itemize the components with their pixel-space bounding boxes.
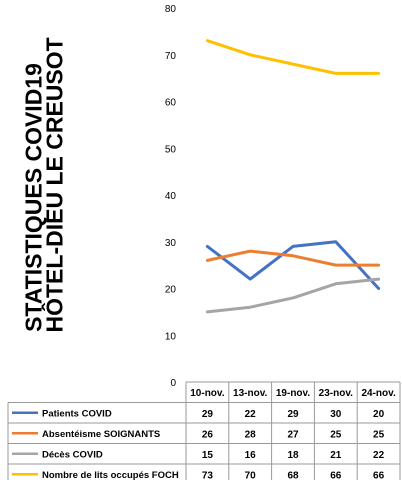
data-label: 18 [287, 450, 299, 461]
data-label: 15 [202, 450, 214, 461]
y-tick-label: 30 [165, 238, 177, 249]
data-label: 20 [373, 409, 385, 420]
x-category-label: 10-nov. [190, 388, 224, 399]
data-label: 66 [373, 470, 385, 480]
y-tick-label: 60 [165, 98, 177, 109]
y-tick-label: 70 [165, 51, 177, 62]
legend-label: Absentéisme SOIGNANTS [42, 429, 160, 440]
series-line [205, 39, 381, 75]
data-label: 29 [202, 409, 214, 420]
y-tick-label: 0 [170, 378, 176, 389]
x-category-label: 19-nov. [276, 388, 310, 399]
legend-label: Nombre de lits occupés FOCH [42, 470, 179, 480]
data-label: 68 [287, 470, 299, 480]
series-line [205, 277, 381, 314]
x-category-label: 23-nov. [319, 388, 353, 399]
y-tick-label: 10 [165, 331, 177, 342]
data-label: 22 [373, 450, 385, 461]
y-tick-label: 80 [165, 4, 177, 15]
data-label: 73 [202, 470, 214, 480]
data-label: 26 [202, 429, 214, 440]
series-line [205, 249, 381, 267]
data-label: 25 [373, 429, 385, 440]
data-label: 29 [287, 409, 299, 420]
data-label: 27 [287, 429, 299, 440]
data-label: 70 [245, 470, 257, 480]
data-label: 21 [330, 450, 342, 461]
data-label: 28 [245, 429, 257, 440]
y-tick-label: 50 [165, 144, 177, 155]
y-tick-label: 40 [165, 191, 177, 202]
x-category-label: 24-nov. [361, 388, 395, 399]
legend-label: Patients COVID [42, 408, 112, 419]
legend-label: Décès COVID [42, 449, 103, 460]
data-label: 16 [245, 450, 257, 461]
data-label: 25 [330, 429, 342, 440]
x-category-label: 13-nov. [233, 388, 267, 399]
data-label: 66 [330, 470, 342, 480]
data-label: 30 [330, 409, 342, 420]
series-line [205, 240, 381, 290]
y-tick-label: 20 [165, 285, 177, 296]
data-label: 22 [245, 409, 257, 420]
